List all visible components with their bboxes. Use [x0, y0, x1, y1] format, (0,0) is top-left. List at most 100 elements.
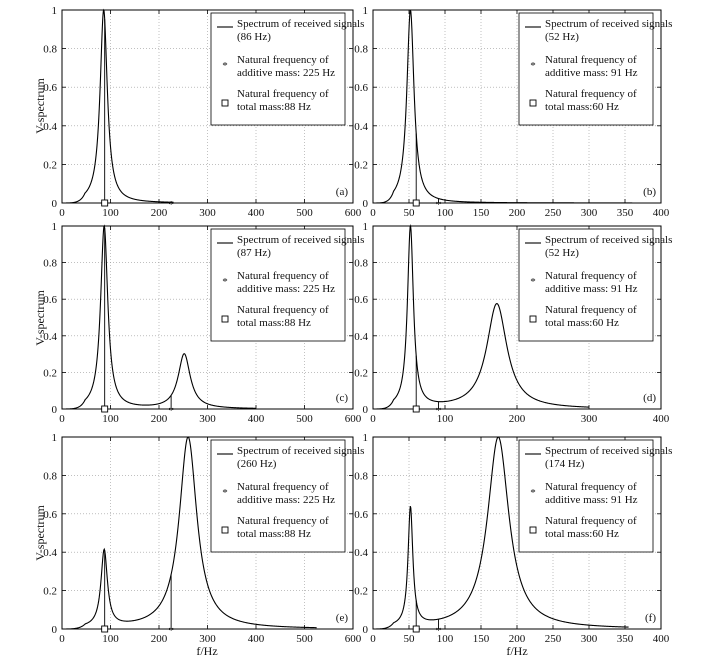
- legend-box: [518, 439, 654, 553]
- x-tick-label: 400: [653, 633, 670, 645]
- legend-entry-spectrum-cont: (86 Hz): [237, 31, 271, 43]
- y-tick-label: 1: [363, 432, 369, 444]
- x-tick-label: 300: [581, 413, 598, 425]
- x-tick-label: 250: [545, 633, 562, 645]
- legend-entry-total-cont: total mass:60 Hz: [545, 101, 619, 113]
- x-tick-label: 0: [59, 207, 65, 219]
- additive-mass-marker: *: [168, 405, 174, 417]
- x-tick-label: 350: [617, 633, 634, 645]
- spectrum-line: [62, 436, 317, 630]
- y-tick-label: 0.6: [354, 294, 368, 306]
- spectrum-line: [373, 9, 633, 204]
- legend-box: [210, 439, 346, 553]
- y-tick-label: 0.2: [43, 586, 57, 598]
- legend-entry-additive-cont: additive mass: 225 Hz: [237, 67, 335, 79]
- legend: Spectrum of received signals(52 Hz) * Natu…: [518, 228, 672, 342]
- y-tick-label: 0.6: [43, 509, 57, 521]
- x-tick-label: 200: [151, 413, 168, 425]
- additive-mass-marker: *: [436, 405, 442, 417]
- total-mass-marker: [412, 199, 420, 207]
- legend-box: [518, 12, 654, 126]
- legend-asterisk-swatch: *: [530, 276, 536, 288]
- total-mass-marker: [101, 405, 109, 413]
- chart-panel-f: 0 50 100 150 200 250 300 350 40000.20.40.60.81*S…: [354, 432, 672, 645]
- x-tick-label: 50: [404, 633, 416, 645]
- x-tick-label: 600: [345, 633, 362, 645]
- x-tick-label: 500: [296, 413, 313, 425]
- x-tick-label: 400: [248, 413, 265, 425]
- y-tick-label: 0.8: [354, 470, 368, 482]
- y-tick-label: 0.2: [43, 367, 57, 379]
- legend-entry-total-cont: total mass:88 Hz: [237, 317, 311, 329]
- y-tick-label: 0.8: [43, 44, 57, 56]
- legend-box: [210, 12, 346, 126]
- y-tick-label: 0.8: [43, 470, 57, 482]
- legend-square-swatch: [221, 315, 229, 323]
- x-tick-label: 0: [59, 413, 65, 425]
- legend-entry-total: Natural frequency of: [237, 304, 329, 316]
- x-axis-label: f/Hz: [506, 644, 527, 658]
- additive-mass-marker: *: [436, 625, 442, 637]
- y-tick-label: 0.4: [43, 121, 57, 133]
- x-tick-label: 100: [437, 207, 454, 219]
- panel-label: (e): [336, 612, 349, 624]
- y-tick-label: 0: [52, 404, 58, 416]
- spectrum-line: [62, 224, 256, 410]
- legend: Spectrum of received signals(174 Hz) * Nat…: [518, 439, 672, 553]
- legend-entry-spectrum: Spectrum of received signals: [545, 234, 672, 246]
- x-tick-label: 300: [581, 633, 598, 645]
- y-tick-label: 0: [363, 198, 369, 210]
- legend-box: [518, 228, 654, 342]
- legend-entry-additive-cont: additive mass: 225 Hz: [237, 283, 335, 295]
- legend: Spectrum of received signals(87 Hz) * Natu…: [210, 228, 364, 342]
- y-tick-label: 0.2: [354, 367, 368, 379]
- x-tick-label: 400: [248, 633, 265, 645]
- y-tick-label: 0.6: [43, 82, 57, 94]
- y-tick-label: 0.2: [354, 586, 368, 598]
- x-tick-label: 200: [151, 207, 168, 219]
- x-tick-label: 0: [370, 633, 376, 645]
- legend-entry-additive-cont: additive mass: 91 Hz: [545, 494, 638, 506]
- y-tick-label: 0.8: [354, 258, 368, 270]
- legend-entry-spectrum-cont: (260 Hz): [237, 458, 277, 470]
- x-tick-label: 200: [509, 413, 526, 425]
- legend-entry-total: Natural frequency of: [545, 515, 637, 527]
- x-tick-label: 0: [59, 633, 65, 645]
- legend-box: [210, 228, 346, 342]
- x-tick-label: 100: [437, 413, 454, 425]
- legend-square-swatch: [221, 99, 229, 107]
- legend-entry-spectrum-cont: (87 Hz): [237, 247, 271, 259]
- legend-entry-additive: Natural frequency of: [237, 54, 329, 66]
- total-mass-marker: [101, 199, 109, 207]
- y-tick-label: 0.8: [43, 258, 57, 270]
- legend-entry-spectrum: Spectrum of received signals: [237, 445, 364, 457]
- y-tick-label: 0.2: [354, 159, 368, 171]
- y-tick-label: 0.6: [354, 509, 368, 521]
- legend-entry-spectrum-cont: (52 Hz): [545, 247, 579, 259]
- x-tick-label: 100: [102, 633, 119, 645]
- legend-entry-additive: Natural frequency of: [237, 270, 329, 282]
- spectrum-line: [373, 436, 629, 630]
- panel-label: (a): [336, 186, 349, 198]
- legend-entry-additive: Natural frequency of: [237, 481, 329, 493]
- legend-entry-additive-cont: additive mass: 91 Hz: [545, 283, 638, 295]
- legend-entry-spectrum-cont: (52 Hz): [545, 31, 579, 43]
- legend-entry-spectrum: Spectrum of received signals: [237, 234, 364, 246]
- legend-entry-additive-cont: additive mass: 225 Hz: [237, 494, 335, 506]
- x-tick-label: 100: [102, 413, 119, 425]
- legend-entry-total-cont: total mass:60 Hz: [545, 528, 619, 540]
- y-tick-label: 0: [363, 624, 369, 636]
- legend-square-swatch: [529, 526, 537, 534]
- additive-mass-marker: *: [436, 199, 442, 211]
- x-tick-label: 300: [199, 207, 216, 219]
- legend-square-swatch: [529, 99, 537, 107]
- legend: Spectrum of received signals(260 Hz) * Nat…: [210, 439, 364, 553]
- y-tick-label: 0: [363, 404, 369, 416]
- panel-label: (c): [336, 392, 349, 404]
- x-tick-label: 200: [509, 207, 526, 219]
- legend-entry-spectrum: Spectrum of received signals: [545, 445, 672, 457]
- legend-asterisk-swatch: *: [222, 487, 228, 499]
- panel-label: (d): [643, 392, 656, 404]
- legend-entry-spectrum: Spectrum of received signals: [545, 18, 672, 30]
- x-tick-label: 200: [509, 633, 526, 645]
